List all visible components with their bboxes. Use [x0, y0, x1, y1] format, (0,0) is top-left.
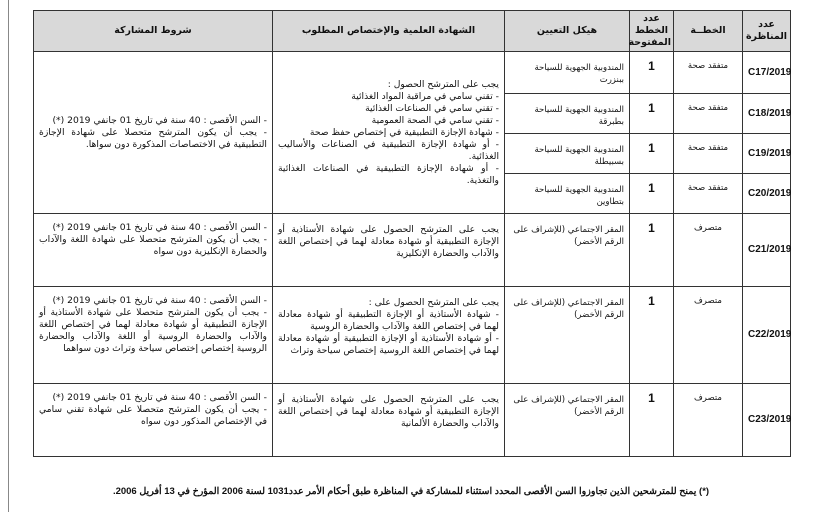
text-line: - يجب أن يكون المترشح متحصلا على شهادة ا…	[39, 307, 267, 354]
header-conditions: شروط المشاركة	[33, 10, 273, 52]
text-line: - السن الأقصى : 40 سنة في تاريخ 01 جانفي…	[52, 114, 267, 126]
text-line: - أو شهادة الإجازة التطبيقية في الصناعات…	[278, 162, 499, 186]
participation-conditions: - السن الأقصى : 40 سنة في تاريخ 01 جانفي…	[33, 213, 273, 287]
plan-name: متفقد صحة	[673, 93, 743, 134]
header-row: عدد المناظرة الخطــة عدد الخطط المفتوحة …	[33, 10, 791, 52]
plan-name: متفقد صحة	[673, 173, 743, 214]
table-row: C18/2019 متفقد صحة 1 المندوبية الجهوية للسي…	[34, 93, 791, 134]
header-certificate: الشهادة العلمية والإختصاص المطلوب	[272, 10, 505, 52]
competition-code: C20/2019	[742, 173, 791, 214]
header-count: عدد الخطط المفتوحة	[629, 10, 674, 52]
text-line: - السن الأقصى : 40 سنة في تاريخ 01 جانفي…	[52, 222, 267, 233]
certificate-requirements: يجب على المترشح الحصول على شهادة الأستاذ…	[272, 213, 505, 287]
open-positions: 1	[629, 93, 674, 134]
assignment-structure: المندوبية الجهوية للسياحة بطبرقة	[504, 93, 630, 134]
plan-name: متصرف	[673, 383, 743, 457]
text-line: - أو شهادة الإجازة التطبيقية في الصناعات…	[278, 138, 499, 162]
assignment-structure: المندوبية الجهوية للسياحة بتطاوين	[504, 173, 630, 214]
plan-name: متصرف	[673, 213, 743, 287]
open-positions: 1	[629, 213, 674, 287]
assignment-structure: المندوبية الجهوية للسياحة بسبيطلة	[504, 133, 630, 174]
open-positions: 1	[629, 133, 674, 174]
plan-name: متفقد صحة	[673, 51, 743, 94]
text-line: - شهادة الإجازة التطبيقية في إختصاص حفظ …	[309, 126, 499, 138]
participation-conditions: - السن الأقصى : 40 سنة في تاريخ 01 جانفي…	[33, 51, 273, 214]
certificate-requirements: يجب على المترشح الحصول :- تقني سامي في م…	[272, 51, 505, 214]
open-positions: 1	[629, 286, 674, 384]
text-line: - تقني سامي في الصناعات الغذائية	[365, 102, 499, 114]
assignment-structure: المقر الاجتماعي (للإشراف على الرقم الأخض…	[504, 213, 630, 287]
competition-code: C17/2019	[742, 51, 791, 94]
competitions-table: عدد المناظرة الخطــة عدد الخطط المفتوحة …	[33, 10, 791, 457]
header-structure: هيكل التعيين	[504, 10, 630, 52]
text-line: - السن الأقصى : 40 سنة في تاريخ 01 جانفي…	[52, 295, 267, 306]
table-row: C17/2019 متفقد صحة 1 المندوبية الجهوية للسي…	[33, 51, 791, 214]
open-positions: 1	[629, 383, 674, 457]
text-line: - السن الأقصى : 40 سنة في تاريخ 01 جانفي…	[52, 392, 267, 403]
certificate-requirements: يجب على المترشح الحصول على شهادة الأستاذ…	[272, 383, 505, 457]
competition-code: C18/2019	[742, 93, 791, 134]
text-line: - يجب أن يكون المترشح متحصلا على شهادة ا…	[39, 126, 267, 150]
open-positions: 1	[629, 51, 674, 94]
plan-name: متفقد صحة	[673, 133, 743, 174]
certificate-requirements: يجب على المترشح الحصول على :- شهادة الأس…	[272, 286, 505, 384]
header-plan: الخطــة	[673, 10, 743, 52]
participation-conditions: - السن الأقصى : 40 سنة في تاريخ 01 جانفي…	[33, 286, 273, 384]
plan-name: متصرف	[673, 286, 743, 384]
assignment-structure: المقر الاجتماعي (للإشراف على الرقم الأخض…	[504, 383, 630, 457]
header-code: عدد المناظرة	[742, 10, 791, 52]
assignment-structure: المقر الاجتماعي (للإشراف على الرقم الأخض…	[504, 286, 630, 384]
text-line: يجب على المترشح الحصول على :	[368, 297, 499, 308]
text-line: يجب على المترشح الحصول على شهادة الأستاذ…	[278, 394, 499, 429]
text-line: يجب على المترشح الحصول على شهادة الأستاذ…	[278, 224, 499, 259]
table-row: C22/2019 متصرف 1 المقر الاجتماعي (للإشراف ع…	[33, 286, 791, 384]
text-line: - يجب أن يكون المترشح متحصلا على شهادة ت…	[39, 404, 267, 427]
competition-code: C19/2019	[742, 133, 791, 174]
competition-code: C21/2019	[742, 213, 791, 287]
text-line: يجب على المترشح الحصول :	[387, 78, 499, 90]
assignment-structure: المندوبية الجهوية للسياحة ببنزرت	[504, 51, 630, 94]
competition-code: C22/2019	[742, 286, 791, 384]
footnote: (*) يمنح للمترشحين الذين تجاوزوا السن ال…	[112, 486, 710, 497]
participation-conditions: - السن الأقصى : 40 سنة في تاريخ 01 جانفي…	[33, 383, 273, 457]
table-row: C21/2019 متصرف 1 المقر الاجتماعي (للإشراف ع…	[33, 213, 791, 287]
text-line: - شهادة الأستاذية أو الإجازة التطبيقية أ…	[278, 309, 499, 332]
text-line: - تقني سامي في مراقبة المواد الغذائية	[351, 90, 499, 102]
page-border	[8, 0, 9, 512]
competition-code: C23/2019	[742, 383, 791, 457]
table-row: C23/2019 متصرف 1 المقر الاجتماعي (للإشراف ع…	[33, 383, 791, 457]
text-line: - أو شهادة الأستاذية أو الإجازة التطبيقي…	[278, 333, 499, 356]
open-positions: 1	[629, 173, 674, 214]
text-line: - يجب أن يكون المترشح متحصلا على شهادة ا…	[39, 234, 267, 257]
text-line: - تقني سامي في الصحة العمومية	[371, 114, 499, 126]
